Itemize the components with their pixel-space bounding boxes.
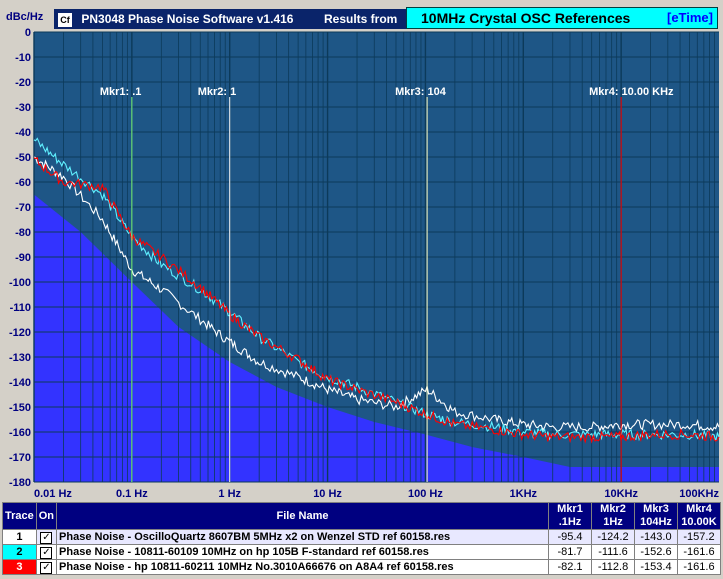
x-axis-ticks: 0.01 Hz 0.1 Hz 1 Hz 10 Hz 100 Hz 1KHz 10KHz 100… [34, 488, 719, 500]
trace-on-checkbox[interactable]: ✓ [40, 561, 53, 574]
y-tick-label: -70 [15, 202, 31, 214]
x-tick-label: 100KHz [679, 488, 719, 500]
trace-mkr1-value: -82.1 [548, 559, 592, 575]
header-mkr4-freq: 10.00K [681, 516, 717, 528]
app-icon: Cf [58, 12, 72, 27]
y-tick-label: 0 [25, 27, 31, 39]
x-tick-label: 0.01 Hz [34, 488, 72, 500]
app-title-bar[interactable]: Cf PN3048 Phase Noise Software v1.416 Re… [54, 9, 406, 29]
header-mkr1-title: Mkr1 [557, 503, 583, 515]
x-tick-label: 1KHz [510, 488, 538, 500]
trace-table-header: Trace On File Name Mkr1.1Hz Mkr2 1Hz Mkr3… [2, 502, 721, 530]
x-tick-label: 1 Hz [218, 488, 241, 500]
y-tick-label: -160 [9, 427, 31, 439]
trace-file-name[interactable]: Phase Noise - hp 10811-60211 10MHz No.30… [56, 559, 549, 575]
trace-on-cell: ✓ [35, 559, 58, 575]
y-tick-label: -10 [15, 52, 31, 64]
header-mkr2: Mkr2 1Hz [591, 502, 635, 530]
y-tick-label: -40 [15, 127, 31, 139]
y-tick-label: -50 [15, 152, 31, 164]
trace-file-name[interactable]: Phase Noise - OscilloQuartz 8607BM 5MHz … [56, 529, 549, 545]
noise-floor-layer [34, 194, 719, 482]
marker-label: Mkr3: 104 [395, 86, 447, 98]
header-mkr1-freq: .1Hz [558, 516, 582, 528]
y-axis-label: dBc/Hz [6, 11, 44, 23]
traces-layer [33, 137, 720, 444]
trace-row-1[interactable]: 1 ✓ Phase Noise - OscilloQuartz 8607BM 5… [2, 529, 721, 545]
trace-line-1 [33, 156, 720, 433]
results-label: Results from [324, 12, 398, 26]
y-tick-label: -30 [15, 102, 31, 114]
header-mkr3-title: Mkr3 [643, 503, 669, 515]
y-tick-label: -110 [10, 302, 31, 314]
trace-mkr3-value: -153.4 [634, 559, 678, 575]
phase-noise-chart: Mkr1: .1 Mkr2: 1 Mkr3: 104 Mkr4: 10.00 KHz … [6, 11, 720, 500]
y-axis-ticks: 0 -10 -20 -30 -40 -50 -60 -70 -80 -90 -100 -110 -120… [9, 27, 31, 489]
header-file-name: File Name [56, 502, 549, 530]
x-tick-label: 10 Hz [313, 488, 342, 500]
trace-row-3[interactable]: 3 ✓ Phase Noise - hp 10811-60211 10MHz N… [2, 559, 721, 575]
header-mkr1: Mkr1.1Hz [548, 502, 592, 530]
header-mkr2-freq: 1Hz [603, 516, 623, 528]
y-tick-label: -170 [9, 452, 31, 464]
trace-number: 1 [2, 529, 37, 545]
reference-title: 10MHz Crystal OSC References [421, 10, 631, 26]
trace-mkr2-value: -111.6 [591, 544, 635, 560]
trace-mkr1-value: -81.7 [548, 544, 592, 560]
x-tick-label: 10KHz [604, 488, 638, 500]
y-tick-label: -140 [9, 377, 31, 389]
x-tick-label: 100 Hz [408, 488, 443, 500]
y-tick-label: -60 [15, 177, 31, 189]
trace-mkr3-value: -143.0 [634, 529, 678, 545]
header-mkr3: Mkr3 104Hz [634, 502, 678, 530]
y-tick-label: -180 [9, 477, 31, 489]
grid-lines [33, 31, 719, 483]
x-tick-label: 0.1 Hz [116, 488, 148, 500]
header-mkr2-title: Mkr2 [600, 503, 626, 515]
y-tick-label: -90 [15, 252, 31, 264]
app-title: PN3048 Phase Noise Software v1.416 [81, 12, 294, 26]
trace-number: 2 [2, 544, 37, 560]
etime-label: [eTime] [667, 10, 713, 25]
header-on: On [35, 502, 58, 530]
header-mkr4: Mkr4 10.00K [677, 502, 721, 530]
y-tick-label: -100 [9, 277, 31, 289]
marker-label: Mkr2: 1 [198, 86, 237, 98]
header-mkr4-title: Mkr4 [686, 503, 712, 515]
marker-label: Mkr1: .1 [100, 86, 142, 98]
reference-title-box: 10MHz Crystal OSC References [eTime] [406, 7, 718, 29]
trace-table: Trace On File Name Mkr1.1Hz Mkr2 1Hz Mkr3… [2, 502, 721, 575]
trace-mkr1-value: -95.4 [548, 529, 592, 545]
y-tick-label: -120 [9, 327, 31, 339]
trace-mkr3-value: -152.6 [634, 544, 678, 560]
marker-label: Mkr4: 10.00 KHz [589, 86, 674, 98]
trace-mkr4-value: -161.6 [677, 544, 721, 560]
y-tick-label: -130 [9, 352, 31, 364]
trace-mkr2-value: -124.2 [591, 529, 635, 545]
trace-line-2 [33, 137, 720, 442]
header-trace: Trace [2, 502, 37, 530]
y-tick-label: -150 [9, 402, 31, 414]
trace-mkr4-value: -157.2 [677, 529, 721, 545]
trace-on-checkbox[interactable]: ✓ [40, 531, 53, 544]
trace-on-cell: ✓ [35, 529, 58, 545]
y-tick-label: -20 [15, 77, 31, 89]
trace-line-3 [33, 157, 720, 444]
markers-layer: Mkr1: .1 Mkr2: 1 Mkr3: 104 Mkr4: 10.00 KHz [100, 86, 674, 482]
trace-mkr4-value: -161.6 [677, 559, 721, 575]
trace-file-name[interactable]: Phase Noise - 10811-60109 10MHz on hp 10… [56, 544, 549, 560]
noise-floor-area [34, 194, 719, 482]
trace-number: 3 [2, 559, 37, 575]
y-tick-label: -80 [15, 227, 31, 239]
trace-mkr2-value: -112.8 [591, 559, 635, 575]
trace-on-cell: ✓ [35, 544, 58, 560]
trace-on-checkbox[interactable]: ✓ [40, 546, 53, 559]
trace-row-2[interactable]: 2 ✓ Phase Noise - 10811-60109 10MHz on h… [2, 544, 721, 560]
header-mkr3-freq: 104Hz [640, 516, 672, 528]
